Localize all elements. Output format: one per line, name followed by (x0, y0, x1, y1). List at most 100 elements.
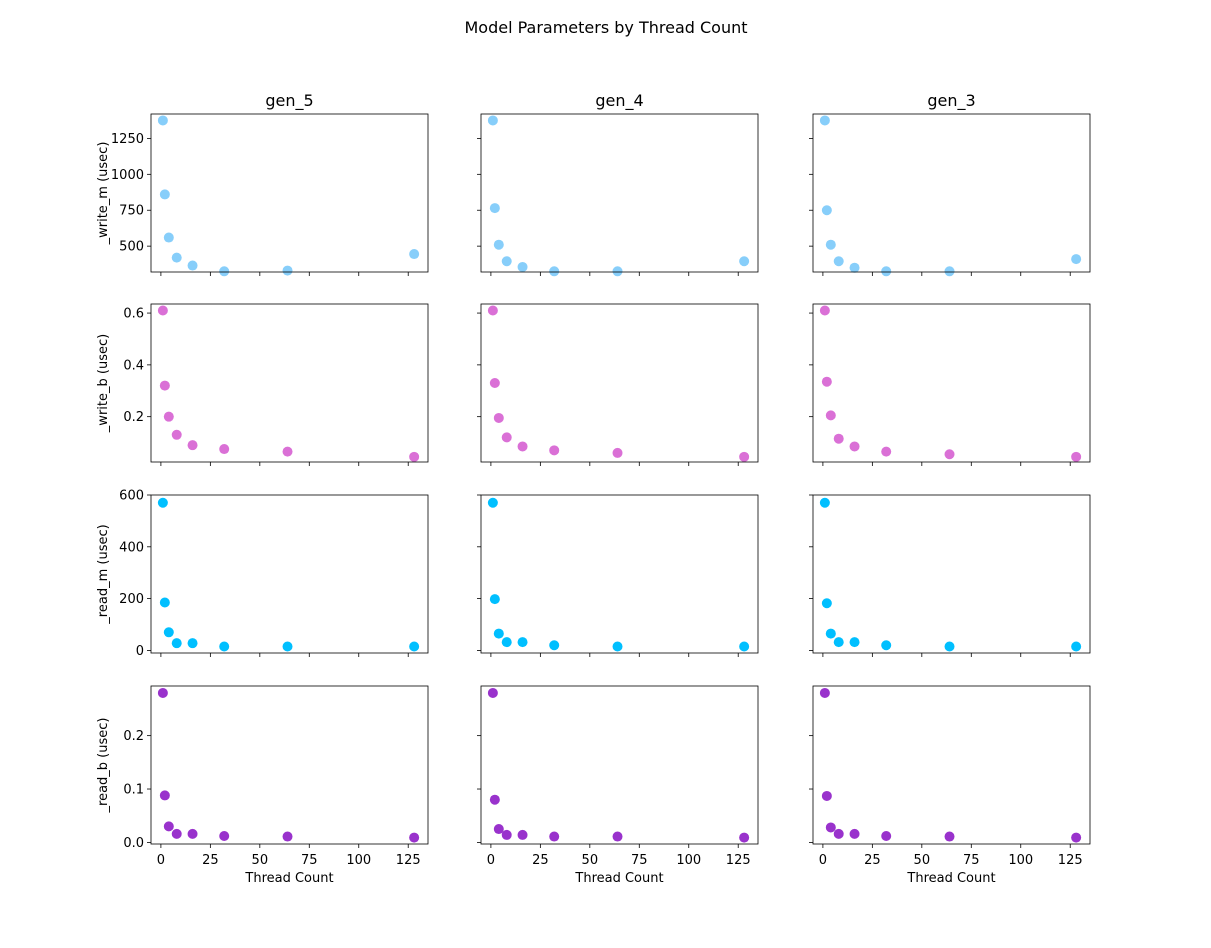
scatter-point (825, 628, 836, 639)
scatter-point (171, 638, 182, 649)
scatter-point (163, 627, 174, 638)
axes-frame (480, 685, 759, 845)
scatter-point (489, 378, 500, 388)
y-tick-label: 750 (119, 204, 144, 219)
scatter-point (409, 641, 420, 652)
scatter-point (487, 115, 498, 126)
suptitle: Model Parameters by Thread Count (464, 18, 747, 37)
scatter-point (881, 830, 892, 841)
x-tick-label: 50 (252, 853, 269, 868)
scatter-point (881, 446, 892, 457)
scatter-point (282, 641, 293, 652)
panel-gen-3-read-b-usec: 0 25 50 75 100 125 Thread Count (809, 685, 1091, 886)
panel-gen-5-read-b-usec: 0.0 0.1 0.2 0 25 50 75 100 125 Thread Count _read_… (96, 685, 429, 886)
scatter-point (157, 305, 168, 316)
scatter-point (821, 790, 832, 801)
scatter-point (612, 447, 623, 458)
scatter-point (819, 497, 830, 508)
y-axis-label: _read_b (usec) (96, 718, 111, 814)
scatter-point (849, 262, 860, 273)
scatter-point (739, 451, 750, 462)
scatter-point (821, 376, 832, 387)
y-tick-label: 400 (119, 540, 144, 555)
y-tick-label: 600 (119, 489, 144, 504)
scatter-point (549, 445, 560, 456)
scatter-point (493, 412, 504, 423)
scatter-point (163, 411, 174, 422)
scatter-point (517, 637, 528, 648)
scatter-point (739, 832, 750, 843)
x-tick-label: 75 (963, 853, 980, 868)
scatter-point (501, 256, 512, 267)
y-axis-label: _write_m (usec) (96, 142, 111, 246)
axes-frame (812, 303, 1091, 463)
scatter-point (1071, 641, 1082, 652)
x-tick-label: 100 (676, 853, 701, 868)
column-title: gen_3 (927, 91, 975, 111)
y-tick-label: 0.1 (123, 783, 144, 798)
scatter-point (487, 497, 498, 508)
y-tick-label: 0 (136, 644, 144, 659)
scatter-point (187, 440, 198, 451)
scatter-point (487, 687, 498, 698)
scatter-point (517, 441, 528, 452)
scatter-point (282, 265, 293, 276)
scatter-point (159, 189, 170, 200)
scatter-point (1071, 254, 1082, 265)
scatter-point (739, 256, 750, 267)
scatter-point (163, 232, 174, 243)
scatter-point (825, 239, 836, 250)
panel-gen-3-write-b-usec (809, 303, 1091, 466)
scatter-point (549, 640, 560, 651)
column-title: gen_4 (595, 91, 643, 111)
scatter-point (487, 305, 498, 316)
scatter-point (187, 260, 198, 271)
y-tick-label: 500 (119, 240, 144, 255)
scatter-point (159, 597, 170, 608)
scatter-point (493, 824, 504, 835)
axes-frame (480, 303, 759, 463)
axes-frame (812, 685, 1091, 845)
scatter-point (833, 828, 844, 839)
axes-frame (812, 494, 1091, 654)
scatter-point (163, 821, 174, 832)
panel-gen-4-write-m-usec: gen_4 (477, 91, 759, 277)
axes-frame (480, 113, 759, 273)
x-axis-label: Thread Count (906, 871, 995, 886)
y-tick-label: 0.4 (123, 358, 144, 373)
scatter-point (159, 790, 170, 801)
scatter-point (219, 444, 230, 455)
axes-frame (150, 113, 429, 273)
scatter-point (493, 628, 504, 639)
x-axis-label: Thread Count (244, 871, 333, 886)
panel-gen-3-read-m-usec (809, 494, 1091, 657)
scatter-point (187, 828, 198, 839)
scatter-point (825, 410, 836, 421)
x-tick-label: 125 (1058, 853, 1083, 868)
y-tick-label: 1250 (111, 132, 144, 147)
scatter-point (833, 433, 844, 444)
scatter-point (493, 239, 504, 250)
x-tick-label: 0 (487, 853, 495, 868)
y-tick-label: 0.2 (123, 729, 144, 744)
y-axis-label: _write_b (usec) (96, 334, 111, 433)
x-tick-label: 0 (157, 853, 165, 868)
y-tick-label: 1000 (111, 168, 144, 183)
scatter-point (739, 641, 750, 652)
panel-gen-4-write-b-usec (477, 303, 759, 466)
scatter-point (171, 252, 182, 263)
x-tick-label: 50 (582, 853, 599, 868)
scatter-point (171, 429, 182, 440)
scatter-point (219, 266, 230, 277)
panel-gen-5-read-m-usec: 0 200 400 600 _read_m (usec) (96, 489, 429, 659)
scatter-point (549, 266, 560, 277)
x-axis-label: Thread Count (574, 871, 663, 886)
scatter-point (849, 637, 860, 648)
panel-gen-4-read-m-usec (477, 494, 759, 657)
axes-frame (150, 685, 429, 845)
scatter-point (157, 687, 168, 698)
scatter-point (944, 641, 955, 652)
scatter-point (549, 831, 560, 842)
scatter-point (612, 641, 623, 652)
scatter-point (157, 115, 168, 126)
